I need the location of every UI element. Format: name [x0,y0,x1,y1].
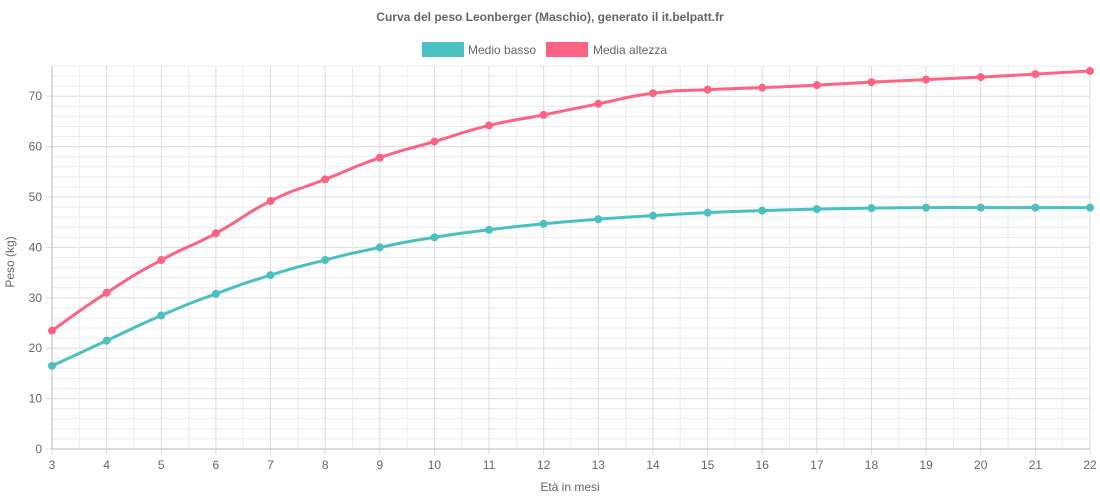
data-point-medio-basso[interactable] [430,233,439,242]
x-tick-label: 22 [1083,458,1097,472]
data-point-medio-basso[interactable] [102,336,111,345]
data-point-medio-basso[interactable] [321,256,330,265]
data-point-medio-basso[interactable] [648,211,657,220]
x-tick-label: 9 [376,458,383,472]
y-tick-label: 10 [29,392,43,406]
data-point-media-altezza[interactable] [648,89,657,98]
data-point-medio-basso[interactable] [211,289,220,298]
series-layer [48,67,1094,370]
data-point-media-altezza[interactable] [922,75,931,84]
y-tick-label: 30 [29,291,43,305]
data-point-media-altezza[interactable] [867,78,876,87]
data-point-media-altezza[interactable] [485,121,494,130]
data-point-medio-basso[interactable] [867,204,876,213]
data-point-medio-basso[interactable] [539,219,548,228]
data-point-media-altezza[interactable] [1031,70,1040,79]
data-point-media-altezza[interactable] [758,83,767,92]
data-point-medio-basso[interactable] [266,271,275,280]
x-tick-label: 20 [974,458,988,472]
x-tick-label: 4 [103,458,110,472]
legend-item-medio-basso[interactable]: Medio basso [422,42,536,57]
data-point-medio-basso[interactable] [1031,203,1040,212]
x-tick-label: 14 [646,458,660,472]
x-tick-label: 15 [701,458,715,472]
legend-label-medio-basso: Medio basso [468,43,536,57]
y-tick-label: 50 [29,190,43,204]
data-point-media-altezza[interactable] [1086,67,1094,76]
data-point-medio-basso[interactable] [812,205,821,214]
x-tick-label: 12 [537,458,551,472]
data-point-medio-basso[interactable] [1086,203,1094,212]
data-point-media-altezza[interactable] [211,229,220,238]
data-point-medio-basso[interactable] [703,208,712,217]
x-tick-label: 10 [428,458,442,472]
x-tick-label: 16 [756,458,770,472]
y-tick-label: 70 [29,89,43,103]
y-axis-ticks: 0 10 20 30 40 50 60 70 [29,89,43,456]
data-point-media-altezza[interactable] [157,256,166,265]
x-tick-label: 7 [267,458,274,472]
grid [46,65,1091,455]
data-point-media-altezza[interactable] [321,175,330,184]
x-axis-label: Età in mesi [540,480,599,494]
data-point-medio-basso[interactable] [976,203,985,212]
legend-swatch-media-altezza [546,42,588,57]
data-point-medio-basso[interactable] [594,215,603,224]
data-point-media-altezza[interactable] [430,137,439,146]
data-point-medio-basso[interactable] [922,203,931,212]
data-point-media-altezza[interactable] [812,81,821,90]
legend: Medio basso Media altezza [422,42,667,57]
x-tick-label: 11 [483,458,496,472]
data-point-medio-basso[interactable] [375,243,384,252]
data-point-media-altezza[interactable] [539,110,548,119]
data-point-media-altezza[interactable] [703,85,712,94]
data-point-medio-basso[interactable] [48,361,56,370]
legend-item-media-altezza[interactable]: Media altezza [546,42,667,57]
y-tick-label: 0 [35,442,42,456]
x-tick-label: 8 [322,458,329,472]
data-point-media-altezza[interactable] [266,197,275,206]
x-tick-label: 3 [49,458,56,472]
x-tick-label: 5 [158,458,165,472]
x-tick-label: 6 [213,458,220,472]
data-point-medio-basso[interactable] [157,311,166,320]
y-tick-label: 20 [29,341,43,355]
x-tick-label: 18 [865,458,879,472]
y-tick-label: 40 [29,240,43,254]
data-point-media-altezza[interactable] [976,73,985,82]
y-tick-label: 60 [29,140,43,154]
data-point-media-altezza[interactable] [594,99,603,108]
data-point-medio-basso[interactable] [485,225,494,234]
y-axis-label: Peso (kg) [3,236,17,287]
series-medio-basso [48,203,1094,370]
x-tick-label: 13 [592,458,606,472]
data-point-media-altezza[interactable] [48,326,56,335]
x-tick-label: 21 [1029,458,1043,472]
legend-label-media-altezza: Media altezza [593,43,667,57]
data-point-medio-basso[interactable] [758,206,767,215]
chart-title: Curva del peso Leonberger (Maschio), gen… [376,10,724,24]
x-tick-label: 17 [810,458,824,472]
legend-swatch-medio-basso [422,42,464,57]
x-tick-label: 19 [919,458,933,472]
x-axis-ticks: 3 4 5 6 7 8 9 10 11 12 13 14 15 16 17 18 19 20 21 22 [49,458,1097,472]
series-media-altezza [48,67,1094,335]
data-point-media-altezza[interactable] [102,288,111,297]
data-point-media-altezza[interactable] [375,153,384,162]
